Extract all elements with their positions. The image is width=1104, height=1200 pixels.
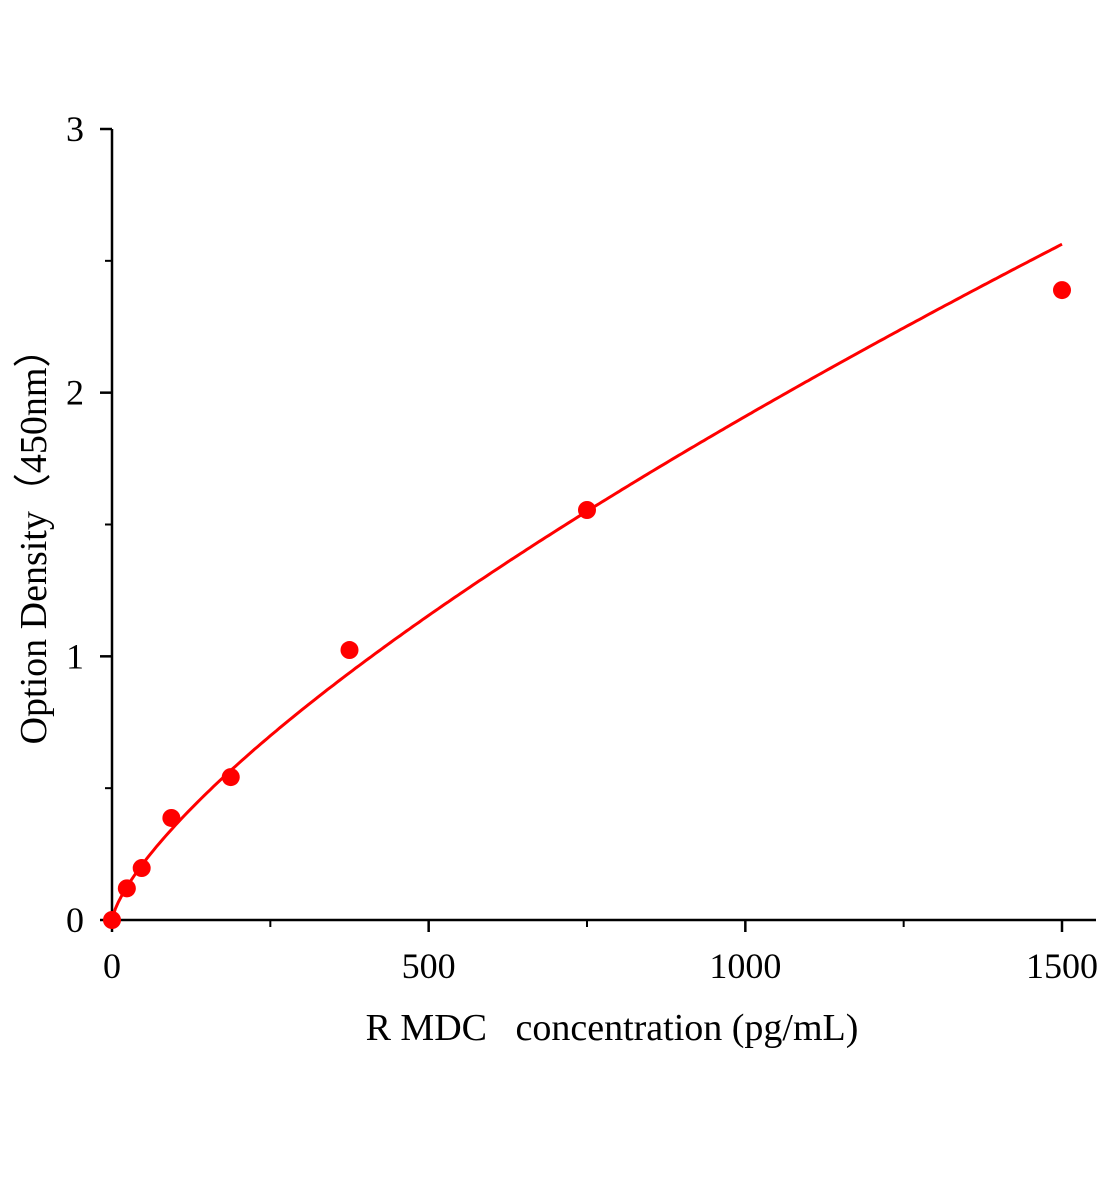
- x-tick-label: 500: [402, 946, 456, 986]
- x-tick-label: 0: [103, 946, 121, 986]
- data-point: [1053, 281, 1071, 300]
- y-tick-label: 2: [66, 373, 84, 413]
- y-tick-label: 3: [66, 109, 84, 149]
- data-point: [340, 641, 359, 660]
- y-tick-label: 0: [66, 900, 84, 940]
- data-point: [221, 768, 240, 787]
- data-point: [103, 911, 121, 929]
- data-points: [103, 281, 1071, 929]
- fit-curve-group: [110, 242, 1063, 921]
- y-tick-label: 1: [66, 636, 84, 676]
- y-axis-label: Option Density（450nm）: [13, 330, 55, 745]
- x-tick-label: 1000: [709, 946, 781, 986]
- x-axis-label: R MDC concentration (pg/mL): [366, 1007, 859, 1049]
- fit-curve: [110, 242, 1063, 921]
- data-point: [117, 879, 136, 898]
- data-point: [578, 500, 596, 519]
- axes: 0 500 1000 1500 0 1 2 3: [66, 109, 1098, 986]
- data-point: [162, 808, 181, 827]
- data-point: [132, 859, 151, 878]
- x-tick-label: 1500: [1026, 946, 1098, 986]
